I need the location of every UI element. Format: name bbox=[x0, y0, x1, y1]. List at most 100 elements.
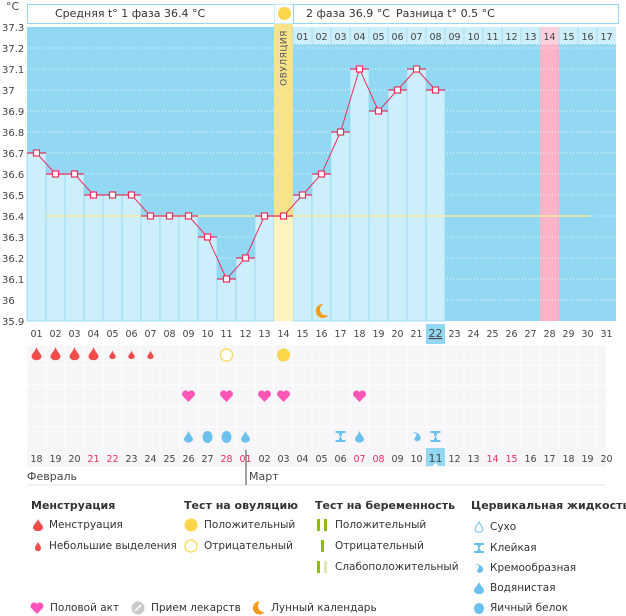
cycle-day-label: 27 bbox=[524, 329, 536, 340]
heart-icon bbox=[182, 390, 195, 402]
legend-pregnancy-faint: Слабоположительный bbox=[317, 559, 459, 575]
legend-spotting: Небольшие выделения bbox=[33, 538, 177, 554]
temperature-bar bbox=[349, 68, 370, 322]
y-tick-label: 36.7 bbox=[2, 149, 24, 160]
legend-pregnancy-negative: Отрицательный bbox=[317, 538, 424, 554]
egg-white-icon bbox=[474, 603, 484, 614]
phase1-summary: Средняя t° 1 фаза 36.4 °C bbox=[27, 4, 275, 24]
temperature-point bbox=[108, 191, 117, 199]
cycle-day-label: 29 bbox=[562, 329, 574, 340]
temperature-bar bbox=[387, 89, 408, 322]
dates-strip bbox=[27, 447, 606, 467]
temperature-point bbox=[298, 191, 307, 199]
date-label: 04 bbox=[296, 454, 308, 465]
pregnancy-positive-icon bbox=[317, 519, 327, 531]
temperature-bar bbox=[45, 173, 66, 322]
temperature-bar bbox=[26, 152, 47, 322]
temperature-point bbox=[146, 212, 155, 220]
date-label: 22 bbox=[106, 454, 118, 465]
cycle-day-label: 17 bbox=[334, 329, 346, 340]
temperature-bar bbox=[216, 278, 237, 322]
watery-icon bbox=[184, 430, 193, 443]
date-label: 09 bbox=[391, 454, 403, 465]
date-label: 02 bbox=[258, 454, 270, 465]
temperature-bar bbox=[330, 131, 351, 322]
next-cycle-day-label: 08 bbox=[429, 32, 441, 43]
y-tick-label: 36.2 bbox=[2, 254, 24, 265]
egg-white-icon bbox=[202, 431, 213, 443]
next-cycle-day-label: 05 bbox=[372, 32, 384, 43]
cycle-day-label: 28 bbox=[543, 329, 555, 340]
temperature-point bbox=[241, 254, 250, 262]
cycle-day-label: 19 bbox=[372, 329, 384, 340]
date-label: 27 bbox=[201, 454, 213, 465]
legend-cervical-fluid-title: Цервикальная жидкость bbox=[471, 499, 626, 512]
watery-icon bbox=[355, 430, 364, 443]
date-label: 25 bbox=[163, 454, 175, 465]
heart-icon bbox=[258, 390, 271, 402]
heart-icon bbox=[353, 390, 366, 402]
next-cycle-day-label: 10 bbox=[467, 32, 479, 43]
temperature-point bbox=[89, 191, 98, 199]
dry-icon bbox=[474, 521, 484, 533]
phase1-average: Средняя t° 1 фаза 36.4 °C bbox=[55, 7, 206, 20]
spotting-icon bbox=[147, 350, 154, 360]
y-tick-label: 37.3 bbox=[2, 23, 24, 34]
date-label: 26 bbox=[182, 454, 194, 465]
date-label: 11 bbox=[429, 452, 443, 465]
ovulation-test-positive-icon bbox=[277, 348, 290, 362]
date-label: 23 bbox=[125, 454, 137, 465]
moon-icon bbox=[315, 303, 329, 318]
legend-moon: Лунный календарь bbox=[251, 600, 377, 616]
temperature-point bbox=[32, 149, 41, 157]
temperature-bar bbox=[159, 215, 180, 322]
temperature-bar bbox=[102, 194, 123, 322]
y-tick-label: 36.1 bbox=[2, 275, 24, 286]
legend-menstruation-title: Менструация bbox=[31, 499, 116, 512]
cycle-day-label: 26 bbox=[505, 329, 517, 340]
temperature-point bbox=[203, 233, 212, 241]
cycle-day-label: 08 bbox=[163, 329, 175, 340]
temperature-bar bbox=[425, 89, 446, 322]
today-marker bbox=[432, 463, 439, 466]
today-date-highlight bbox=[426, 448, 445, 466]
ovulation-positive-icon bbox=[184, 518, 198, 532]
date-label: 05 bbox=[315, 454, 327, 465]
date-label: 08 bbox=[372, 454, 384, 465]
month-label: Февраль bbox=[27, 470, 77, 483]
sun-icon bbox=[278, 7, 291, 20]
watery-icon bbox=[241, 430, 250, 443]
legend-ovulation-test-title: Тест на овуляцию bbox=[184, 499, 298, 512]
next-cycle-day-label: 09 bbox=[448, 32, 460, 43]
y-tick-label: 36.8 bbox=[2, 128, 24, 139]
legend-menstruation: Менструация bbox=[33, 517, 123, 533]
unit-label: °C bbox=[6, 0, 20, 13]
cycle-day-label: 25 bbox=[486, 329, 498, 340]
next-cycle-day-label: 01 bbox=[296, 32, 308, 43]
menstruation-icon bbox=[69, 347, 80, 361]
next-cycle-day-label: 12 bbox=[505, 32, 517, 43]
next-cycle-day-label: 04 bbox=[353, 32, 365, 43]
current-day-highlight bbox=[426, 324, 445, 344]
sticky-icon bbox=[474, 543, 484, 553]
cycle-day-label: 24 bbox=[467, 329, 479, 340]
cycle-day-label: 11 bbox=[220, 329, 232, 340]
date-label: 07 bbox=[353, 454, 365, 465]
date-label: 03 bbox=[277, 454, 289, 465]
y-tick-label: 35.9 bbox=[2, 317, 24, 328]
next-cycle-day-label: 02 bbox=[315, 32, 327, 43]
temperature-point bbox=[393, 86, 402, 94]
temperature-bar bbox=[311, 173, 332, 322]
temperature-point bbox=[51, 170, 60, 178]
temperature-bar bbox=[292, 194, 313, 322]
temperature-bar bbox=[64, 173, 85, 322]
legend-pregnancy-test-title: Тест на беременность bbox=[315, 499, 456, 512]
legend-fluid-sticky: Клейкая bbox=[474, 540, 537, 556]
cycle-day-label: 10 bbox=[201, 329, 213, 340]
sticky-icon bbox=[335, 431, 346, 442]
cycle-day-label: 23 bbox=[448, 329, 460, 340]
temperature-point bbox=[279, 212, 288, 220]
legend-fluid-watery: Водянистая bbox=[474, 580, 556, 596]
heart-icon bbox=[30, 602, 44, 614]
legend-medication: Прием лекарств bbox=[131, 600, 241, 616]
